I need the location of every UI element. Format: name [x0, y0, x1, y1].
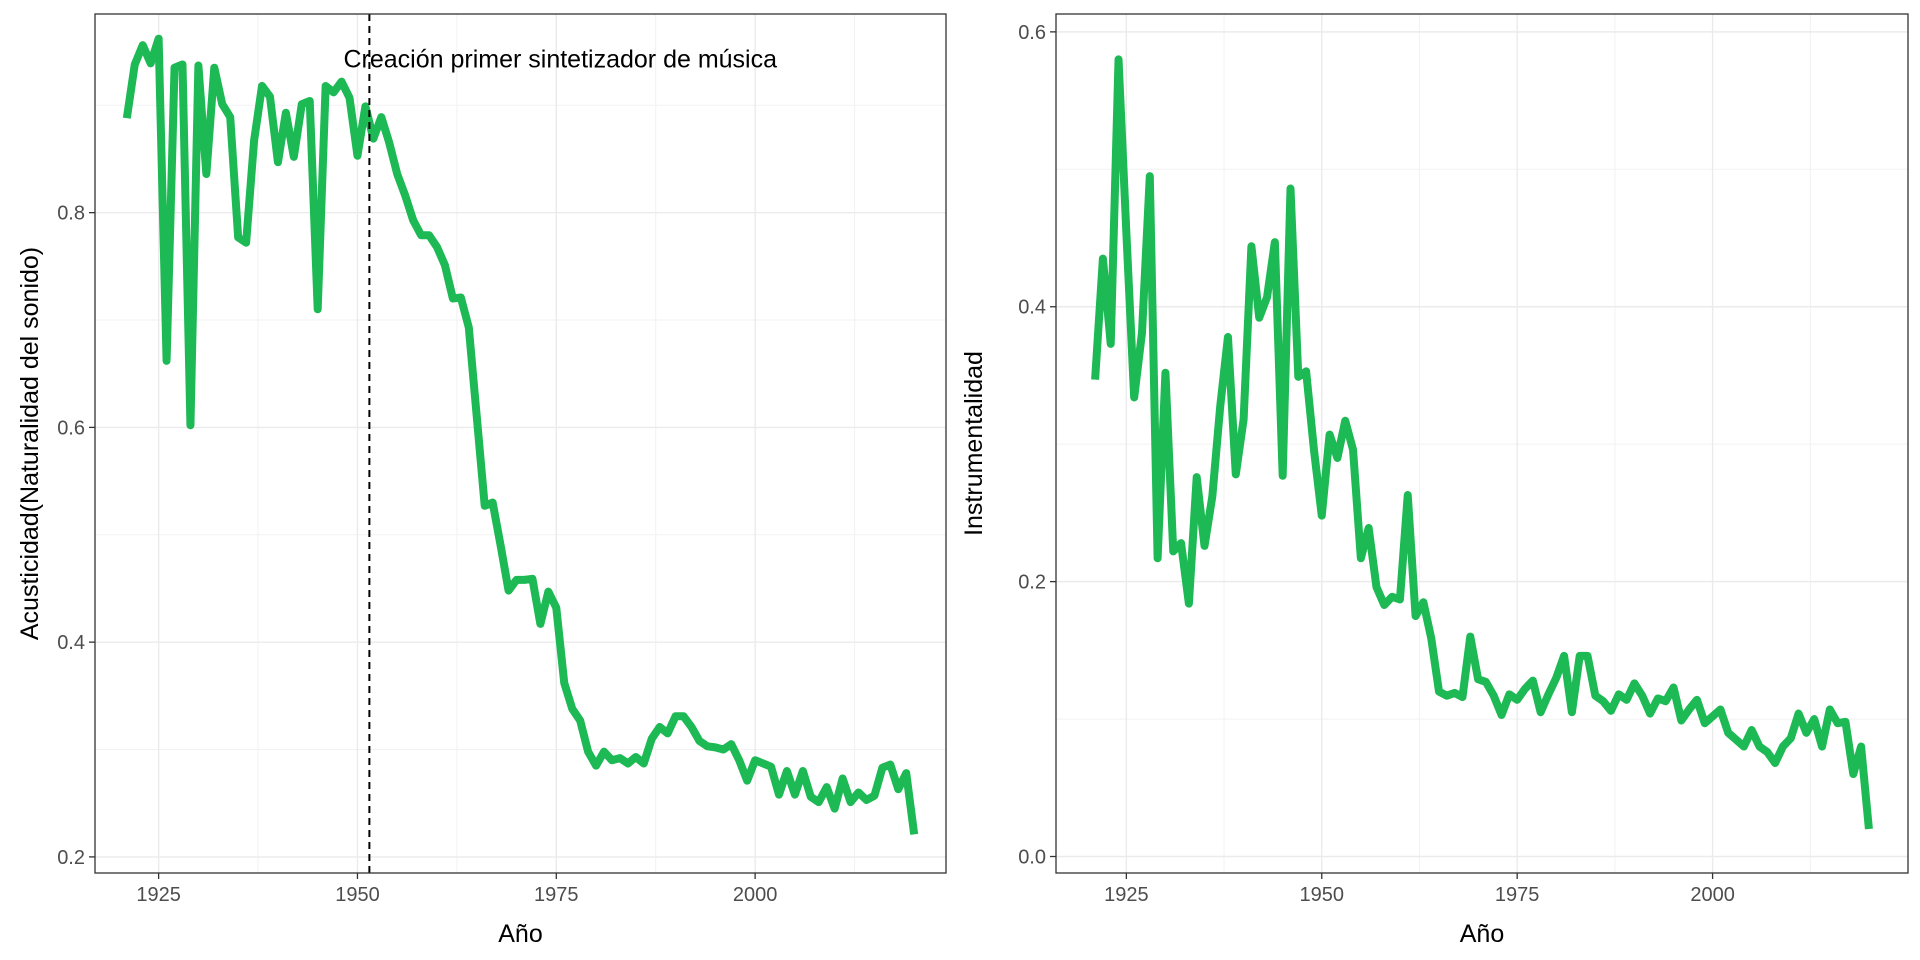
x-tick-label: 1975 — [1495, 884, 1540, 906]
series-line-1 — [1091, 55, 1873, 830]
x-axis-title: Año — [498, 920, 542, 948]
y-tick-label: 0.6 — [1018, 22, 1046, 44]
y-tick-label: 0.4 — [1018, 297, 1046, 319]
y-tick-label: 0.4 — [57, 632, 85, 654]
y-axis-title: Acusticidad(Naturalidad del sonido) — [16, 247, 44, 640]
x-tick-label: 1950 — [335, 884, 380, 906]
chart-panel-2: 1925 1950 1975 2000 0.0 0.2 0.4 0.6 Año Instrumen… — [960, 13, 1909, 948]
x-tick-label: 1975 — [534, 884, 579, 906]
x-tick-label: 2000 — [733, 884, 778, 906]
y-tick-label: 0.2 — [1018, 572, 1046, 594]
y-tick-label: 0.6 — [57, 417, 85, 439]
panel-background — [1056, 14, 1908, 873]
y-tick-label: 0.2 — [57, 847, 85, 869]
panel-background — [95, 14, 946, 873]
y-tick-label: 0.8 — [57, 203, 85, 225]
y-tick-label: 0.0 — [1018, 847, 1046, 869]
x-tick-label: 1925 — [1104, 884, 1149, 906]
x-tick-label: 1925 — [136, 884, 181, 906]
series-line-1 — [122, 34, 919, 835]
panel-border — [94, 13, 947, 874]
x-axis-title: Año — [1460, 920, 1504, 948]
y-axis-title: Instrumentalidad — [960, 351, 988, 536]
chart-panel-1: Creación primer sintetizador de música 19… — [16, 13, 947, 948]
x-tick-label: 2000 — [1690, 884, 1735, 906]
x-tick-label: 1950 — [1300, 884, 1345, 906]
annotation-label: Creación primer sintetizador de música — [344, 46, 778, 74]
panel-border — [1055, 13, 1909, 874]
